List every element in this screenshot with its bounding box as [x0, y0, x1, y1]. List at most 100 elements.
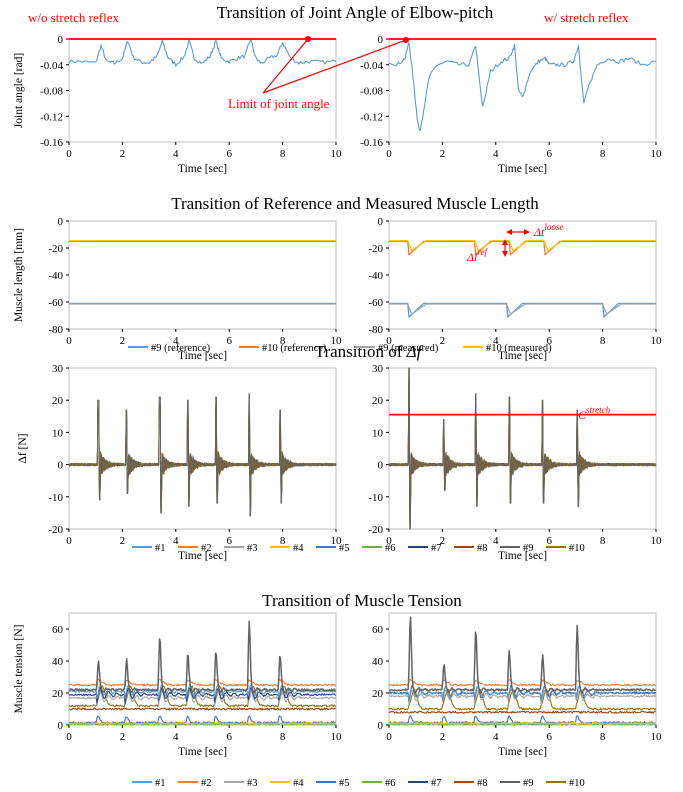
legend-item: #10 (reference) [239, 343, 327, 354]
delta-f-line-m6 [68, 407, 337, 507]
y-tick-label: -80 [48, 324, 63, 336]
tension-line-m9 [68, 620, 337, 694]
y-tick-label: 10 [52, 427, 64, 439]
legend-label: #9 (measured) [378, 343, 439, 354]
y-tick-label: 0 [378, 720, 384, 732]
y-tick-label: 40 [52, 656, 64, 668]
x-tick-label: 6 [546, 148, 552, 160]
section-title-length: Transition of Reference and Measured Mus… [171, 194, 539, 213]
delta-f-line-m5 [68, 411, 337, 504]
y-tick-label: -60 [48, 297, 63, 309]
legend-item: #2 [178, 543, 212, 554]
y-tick-label: 10 [372, 427, 384, 439]
delta-f-line-m3 [388, 401, 656, 507]
x-tick-label: 2 [440, 148, 446, 160]
legend-label: #6 [385, 543, 396, 554]
y-tick-label: -0.08 [40, 86, 63, 98]
legend-item: #10 [546, 778, 585, 789]
legend-label: #8 [477, 543, 488, 554]
legend-label: #7 [431, 778, 442, 789]
x-tick-label: 8 [600, 148, 606, 160]
plot-area-frame [388, 367, 657, 530]
x-tick-label: 10 [331, 535, 343, 547]
y-tick-label: 0 [378, 34, 384, 46]
legend-label: #9 [523, 543, 534, 554]
x-tick-label: 8 [600, 731, 606, 743]
legend-label: #5 [339, 778, 350, 789]
y-tick-label: 0 [58, 216, 64, 228]
y-tick-label: -20 [368, 243, 383, 255]
delta-f-line-m9 [68, 393, 337, 517]
y-tick-label: 0 [378, 216, 384, 228]
y-tick-label: 20 [52, 395, 64, 407]
limit-annotation: Limit of joint angle [228, 36, 409, 111]
section-title-df-text: Transition of [315, 342, 407, 361]
y-axis-label: Δf [N] [17, 433, 29, 463]
x-tick-label: 2 [440, 731, 446, 743]
y-tick-label: 60 [52, 624, 64, 636]
plot-area-frame [68, 220, 337, 330]
legend-label: #10 [569, 543, 585, 554]
y-axis-label: Muscle length [mm] [13, 228, 25, 322]
x-tick-label: 4 [173, 731, 179, 743]
header-right: w/ stretch reflex [544, 10, 629, 25]
x-tick-label: 8 [280, 731, 286, 743]
y-tick-label: 0 [58, 460, 64, 472]
delta-f-line-m2 [388, 406, 657, 504]
legend-item: #6 [362, 778, 396, 789]
y-tick-label: 30 [52, 363, 64, 375]
section-title-angle: Transition of Joint Angle of Elbow-pitch [217, 3, 494, 22]
tension-line-m8 [68, 707, 337, 711]
legend-label: #9 (reference) [151, 343, 211, 354]
tension-line-m5 [388, 715, 657, 725]
x-tick-label: 6 [226, 148, 232, 160]
delta-f-line-m4 [68, 414, 337, 502]
dl-ref-arrowhead-up [502, 239, 508, 245]
delta-f-line-m10 [68, 393, 337, 517]
tension-line-m4 [68, 721, 337, 725]
tension-line-m10 [68, 685, 337, 708]
legend-item: #7 [408, 778, 442, 789]
x-axis-label: Time [sec] [178, 350, 227, 362]
x-tick-label: 0 [66, 731, 72, 743]
legend-item: #7 [408, 543, 442, 554]
legend-label: #2 [201, 543, 212, 554]
legend-muscle-length: #9 (reference) #10 (reference) #9 (measure… [128, 343, 552, 354]
limit-arrow-left [262, 38, 309, 94]
dl-ref-symbol: Δl [466, 250, 478, 264]
legend-item: #9 [500, 778, 534, 789]
x-axis-label: Time [sec] [178, 163, 227, 175]
tension-line-m1 [68, 683, 337, 700]
tension-line-m3 [68, 690, 337, 707]
x-tick-label: 10 [331, 335, 343, 347]
header-left: w/o stretch reflex [28, 10, 119, 25]
x-tick-label: 10 [331, 731, 343, 743]
x-tick-label: 8 [600, 335, 606, 347]
chart-tension-left: 0 20 40 60 0 2 4 6 8 10 Time [sec] Muscle tension [… [13, 612, 343, 758]
x-tick-label: 10 [651, 148, 663, 160]
dl-ref-label: Δlref [466, 247, 489, 264]
delta-f-line-m8 [68, 400, 337, 512]
plot-area-frame [68, 38, 337, 143]
legend-item: #5 [316, 543, 350, 554]
x-tick-label: 4 [493, 731, 499, 743]
x-tick-label: 0 [386, 535, 392, 547]
tension-line-m3 [388, 688, 657, 706]
plot-area-frame [388, 220, 657, 330]
tension-line-m8 [388, 710, 656, 714]
plot-area-frame [68, 612, 337, 726]
x-axis-label: Time [sec] [498, 746, 547, 758]
legend-label: #4 [293, 543, 304, 554]
y-tick-label: 40 [372, 656, 384, 668]
x-tick-label: 8 [280, 148, 286, 160]
y-tick-label: -0.16 [360, 137, 383, 149]
y-tick-label: -20 [48, 243, 63, 255]
section-title-df: Transition of Δf [315, 342, 424, 361]
legend-item: #1 [132, 778, 166, 789]
x-tick-label: 8 [280, 335, 286, 347]
legend-item: #9 (measured) [355, 343, 439, 354]
tension-line-m2 [68, 678, 337, 687]
plot-area-frame [388, 38, 657, 143]
y-tick-label: -0.12 [40, 111, 63, 123]
